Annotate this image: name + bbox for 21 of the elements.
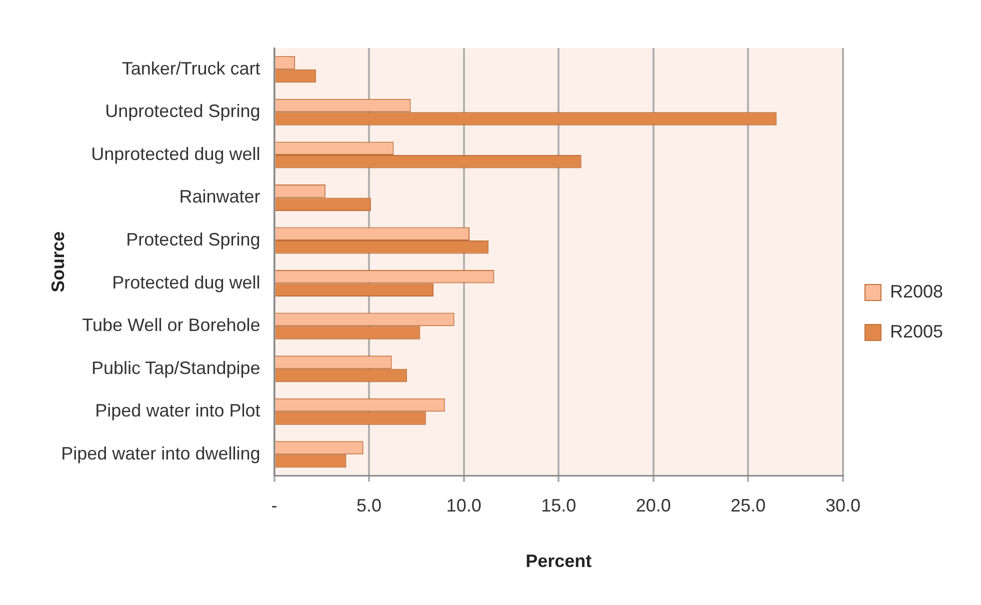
y-tick-label: Piped water into Plot: [95, 400, 260, 421]
x-tick-label: 15.0: [541, 496, 576, 516]
y-tick-label: Piped water into dwelling: [61, 443, 260, 464]
y-tick-label: Protected Spring: [126, 229, 260, 250]
x-tick-label: 10.0: [446, 496, 482, 516]
legend-label: R2008: [890, 281, 944, 302]
y-tick-label: Unprotected Spring: [105, 101, 260, 122]
x-axis-title: Percent: [526, 551, 592, 572]
y-tick-label: Unprotected dug well: [91, 144, 260, 164]
x-tick-label: -: [271, 496, 278, 516]
legend-label: R2005: [890, 321, 944, 342]
x-tick-label: 25.0: [730, 496, 766, 516]
y-tick-label: Tanker/Truck cart: [122, 58, 260, 78]
y-tick-label: Protected dug well: [112, 272, 260, 292]
y-tick-label: Rainwater: [179, 186, 260, 207]
y-axis-title: Source: [48, 231, 68, 292]
y-tick-label: Public Tap/Standpipe: [91, 358, 260, 378]
y-tick-label: Tube Well or Borehole: [82, 315, 260, 336]
x-tick-label: 20.0: [636, 496, 671, 516]
x-tick-label: 5.0: [356, 496, 382, 516]
x-tick-label: 30.0: [825, 496, 860, 516]
